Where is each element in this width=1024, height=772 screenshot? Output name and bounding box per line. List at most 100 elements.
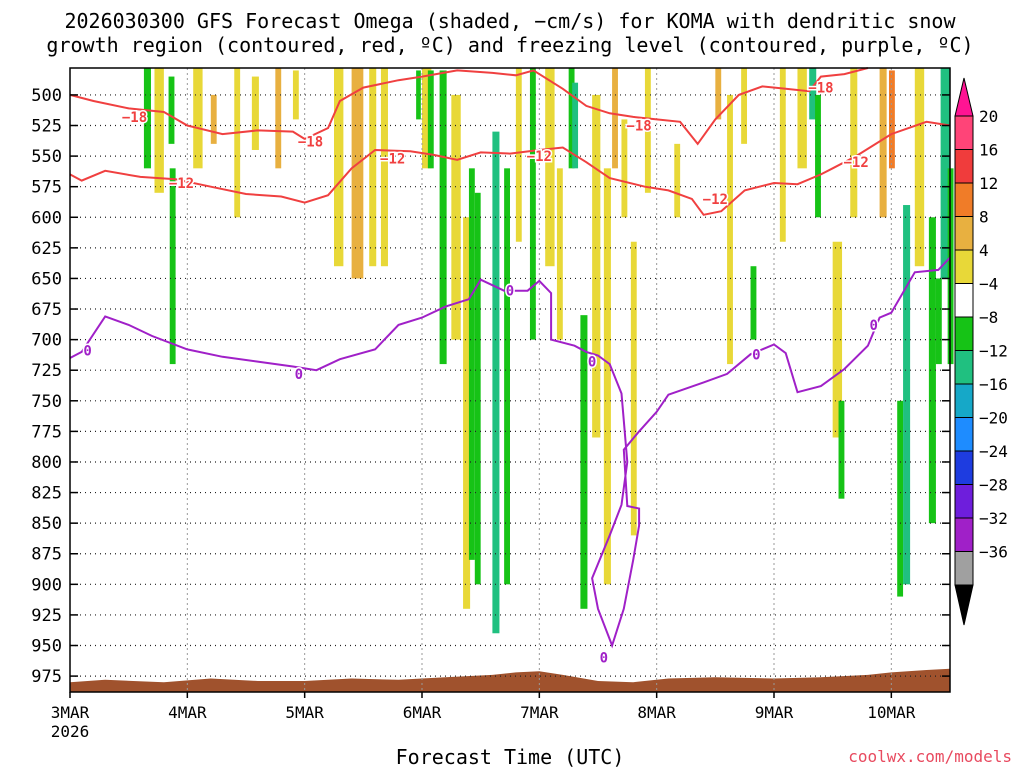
omega-streak-27 [556, 168, 563, 340]
omega-streak-1 [154, 68, 164, 193]
colorbar-label-12: −32 [979, 509, 1008, 528]
omega-streak-14 [416, 70, 421, 120]
xtick-label-4MAR: 4MAR [168, 703, 207, 722]
omega-streak-8 [275, 68, 282, 169]
colorbar-label-0: 20 [979, 107, 998, 126]
ytick-label-600: 600 [31, 208, 62, 228]
omega-streak-6 [234, 68, 241, 218]
ytick-label-750: 750 [31, 392, 62, 412]
omega-streak-20 [468, 168, 475, 560]
contour-label-3: −18 [808, 81, 833, 97]
omega-streak-42 [779, 68, 786, 242]
colorbar-swatch-5 [954, 283, 974, 318]
contour-label-14: 0 [752, 347, 760, 363]
contour-zero [69, 256, 951, 649]
omega-streak-38 [715, 68, 722, 120]
contour-label-4: −12 [169, 176, 194, 192]
omega-streak-26 [545, 68, 555, 267]
colorbar-swatch-4 [954, 249, 974, 284]
omega-streak-4 [193, 68, 203, 169]
omega-streak-23 [504, 168, 510, 585]
omega-streak-7 [251, 76, 259, 150]
colorbar-label-9: −20 [979, 409, 1008, 428]
colorbar-label-10: −24 [979, 442, 1008, 461]
xtick-label-6MAR: 6MAR [403, 703, 442, 722]
colorbar-swatch-10 [954, 450, 974, 485]
colorbar-swatch-7 [954, 350, 974, 385]
omega-streak-47 [838, 400, 845, 499]
omega-streak-2 [168, 76, 175, 144]
omega-streak-19 [463, 217, 471, 609]
omega-streak-30 [580, 315, 588, 609]
omega-streak-32 [603, 168, 611, 585]
contour-label-5: −12 [380, 152, 405, 168]
contour-label-13: 0 [600, 651, 608, 667]
contour-label-15: 0 [870, 318, 878, 334]
omega-streak-37 [674, 143, 681, 218]
credit-link[interactable]: coolwx.com/models [848, 747, 1012, 766]
ytick-label-525: 525 [31, 117, 62, 137]
colorbar-swatch-0 [954, 115, 974, 150]
omega-streak-45 [815, 94, 821, 218]
terrain-area [70, 668, 950, 692]
xtick-label-3MAR: 3MAR [51, 703, 90, 722]
plot-frame [69, 67, 951, 693]
omega-streak-15 [422, 68, 432, 169]
omega-streak-41 [750, 266, 757, 340]
chart-title-line-1: 2026030300 GFS Forecast Omega (shaded, −… [64, 9, 956, 33]
contour-label-8: −12 [843, 155, 868, 171]
omega-streak-40 [741, 68, 748, 144]
omega-streak-22 [492, 131, 500, 634]
contour-label-11: 0 [506, 284, 514, 300]
omega-streak-35 [630, 241, 637, 536]
ytick-label-625: 625 [31, 239, 62, 259]
colorbar-swatch-2 [954, 182, 974, 217]
colorbar-swatch-3 [954, 216, 974, 251]
ytick-label-925: 925 [31, 606, 62, 626]
ytick-label-725: 725 [31, 361, 62, 381]
ytick-label-500: 500 [31, 86, 62, 106]
colorbar-label-4: 4 [979, 241, 989, 260]
contour-label-9: 0 [83, 344, 91, 360]
omega-streak-48 [850, 68, 858, 218]
ytick-label-825: 825 [31, 484, 62, 504]
ytick-label-675: 675 [31, 300, 62, 320]
omega-streak-36 [644, 68, 651, 193]
omega-streak-12 [369, 68, 377, 267]
xtick-label-10MAR: 10MAR [867, 703, 916, 722]
ytick-label-550: 550 [31, 147, 62, 167]
colorbar-swatch-1 [954, 149, 974, 184]
omega-streak-53 [914, 68, 925, 267]
ytick-label-775: 775 [31, 422, 62, 442]
omega-streak-50 [888, 70, 895, 169]
contour-label-6: −12 [527, 149, 552, 165]
omega-shading-layer [143, 68, 954, 634]
omega-streak-46 [832, 241, 843, 438]
contour-label-2: −18 [626, 119, 651, 135]
omega-streak-33 [612, 68, 618, 169]
omega-streak-52 [903, 205, 911, 585]
ytick-label-900: 900 [31, 575, 62, 595]
contour-label-0: −18 [122, 110, 147, 126]
omega-streak-43 [797, 68, 807, 169]
colorbar-label-7: −12 [979, 342, 1008, 361]
omega-streak-56 [940, 68, 950, 279]
omega-streak-39 [727, 94, 733, 365]
ytick-label-950: 950 [31, 637, 62, 657]
pressure-axis: 500 525 550 575 600 625 650 675 700 725 750 775 800 8… [31, 86, 950, 687]
colorbar: 20 16 12 8 4 −4 −8 −12 −16 −20 −24 −28 −32 −36 [954, 77, 1008, 626]
omega-streak-13 [380, 68, 388, 267]
colorbar-swatch-6 [954, 316, 974, 351]
ytick-label-875: 875 [31, 545, 62, 565]
ytick-label-850: 850 [31, 514, 62, 534]
omega-streak-11 [351, 68, 364, 279]
contour-label-7: −12 [703, 192, 728, 208]
ytick-label-800: 800 [31, 453, 62, 473]
omega-streak-10 [334, 68, 344, 267]
x-axis-label: Forecast Time (UTC) [396, 745, 625, 768]
colorbar-label-1: 16 [979, 141, 998, 160]
colorbar-label-13: −36 [979, 543, 1008, 562]
colorbar-label-8: −16 [979, 375, 1008, 394]
colorbar-top-arrow [954, 77, 974, 117]
